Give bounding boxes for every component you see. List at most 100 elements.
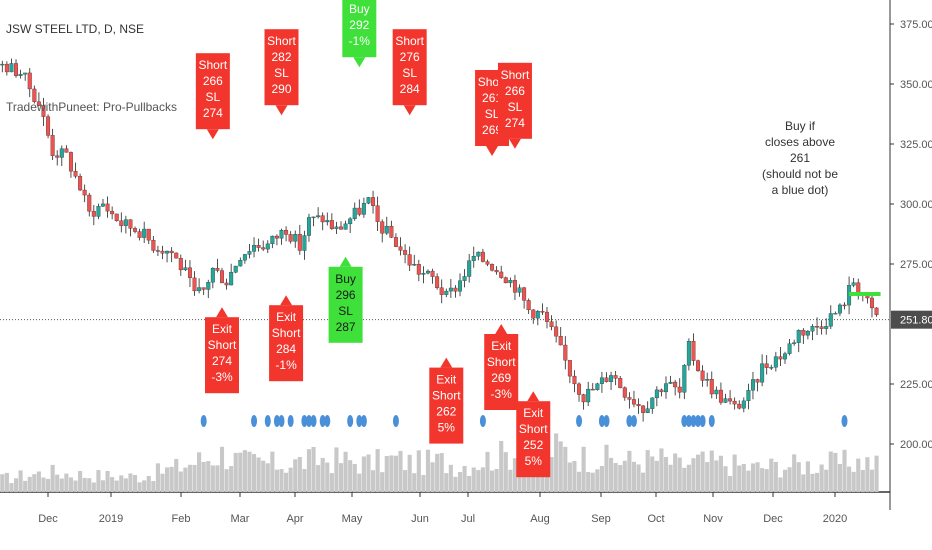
candle-body xyxy=(302,235,307,251)
candle-body xyxy=(256,245,261,248)
candle-body xyxy=(801,330,806,336)
candle-body xyxy=(453,287,458,292)
volume-bar xyxy=(563,446,568,492)
label-text: SL xyxy=(485,107,500,121)
candle-body xyxy=(297,234,302,251)
volume-bar xyxy=(261,460,266,492)
volume-bar xyxy=(165,467,170,492)
label-text: 276 xyxy=(400,50,420,64)
candle-body xyxy=(458,280,463,292)
label-box xyxy=(195,53,230,130)
volume-bar xyxy=(393,455,398,492)
candle-body xyxy=(398,246,403,251)
volume-bar xyxy=(91,482,96,492)
volume-bar xyxy=(494,469,499,492)
label-text: -1% xyxy=(349,34,371,48)
volume-bar xyxy=(549,456,554,492)
volume-bar xyxy=(728,476,733,492)
volume-bar xyxy=(32,474,37,492)
candle-body xyxy=(393,237,398,247)
volume-bar xyxy=(833,452,838,492)
candle-body xyxy=(270,235,275,245)
candle-body xyxy=(613,375,618,379)
x-tick-label: Dec xyxy=(38,513,58,525)
label-text: 292 xyxy=(349,18,369,32)
label-arrow xyxy=(339,256,352,267)
label-text: 274 xyxy=(212,354,232,368)
candle-body xyxy=(718,389,723,403)
volume-bar xyxy=(718,455,723,492)
candle-body xyxy=(311,216,316,219)
volume-bar xyxy=(284,472,289,492)
signal-label: Exit Short 274 -3% xyxy=(205,307,239,394)
volume-bar xyxy=(471,467,476,492)
signal-label: Short 282 SL 290 xyxy=(264,29,299,116)
volume-bar xyxy=(425,449,431,492)
candle-body xyxy=(590,388,595,391)
candle-body xyxy=(499,271,504,278)
signal-dot xyxy=(685,415,692,427)
signal-label: Short 266 SL 274 xyxy=(497,62,532,149)
volume-bar xyxy=(801,474,806,492)
candle-body xyxy=(494,270,499,273)
note-line: 261 xyxy=(789,151,811,165)
candle-body xyxy=(306,217,311,236)
volume-bar xyxy=(201,461,206,492)
volume-bar xyxy=(197,452,202,492)
volume-bar xyxy=(320,457,325,492)
volume-bar xyxy=(787,467,792,492)
candle-body xyxy=(101,203,105,207)
candle-body xyxy=(0,63,5,66)
signal-label: Exit Short 252 5% xyxy=(516,391,551,478)
note-line: a blue dot) xyxy=(771,183,829,197)
volume-bar xyxy=(187,464,193,492)
volume-bar xyxy=(412,473,417,492)
candle-body xyxy=(316,215,321,218)
y-tick-label: 225.00 xyxy=(900,379,932,391)
candle-body xyxy=(352,207,357,219)
candle-body xyxy=(4,63,9,73)
label-text: SL xyxy=(508,100,523,114)
label-arrow xyxy=(403,105,416,116)
volume-bar xyxy=(352,463,357,492)
candle-body xyxy=(577,383,582,395)
x-axis: Dec 2019 Feb Mar Apr May Jun Jul Aug Sep Oct Nov Dec… xyxy=(38,492,847,525)
label-text: 274 xyxy=(505,116,525,130)
volume-bar xyxy=(146,475,151,492)
candle-body xyxy=(334,226,339,229)
signal-dot xyxy=(356,415,363,427)
volume-bar xyxy=(0,474,5,492)
signal-label: Exit Short 269 -3% xyxy=(484,324,519,410)
candle-body xyxy=(197,287,202,292)
label-text: Short xyxy=(487,355,516,369)
volume-bar xyxy=(659,448,664,492)
volume-bar xyxy=(874,455,879,492)
candle-body xyxy=(384,225,389,234)
volume-bar xyxy=(9,483,14,492)
candle-body xyxy=(631,399,636,405)
label-text: Buy xyxy=(335,272,356,286)
candle-body xyxy=(677,386,682,393)
candle-body xyxy=(110,210,115,215)
volume-bar xyxy=(297,456,302,492)
volume-bar xyxy=(705,462,710,492)
volume-bar xyxy=(18,470,23,492)
candle-body xyxy=(673,381,678,388)
volume-bar xyxy=(132,475,138,492)
candle-body xyxy=(691,341,696,361)
candle-body xyxy=(425,270,430,274)
label-text: 5% xyxy=(438,421,456,435)
volume-bar xyxy=(645,450,650,492)
candle-body xyxy=(357,207,362,215)
x-tick-label: 2019 xyxy=(99,513,123,525)
candle-body xyxy=(517,287,522,293)
volume-bar xyxy=(627,450,632,492)
candle-body xyxy=(435,276,440,288)
volume-bar xyxy=(828,451,833,492)
label-box xyxy=(269,305,304,382)
volume-bar xyxy=(55,474,60,492)
signal-dot xyxy=(479,415,486,427)
chart-title: JSW STEEL LTD, D, NSE xyxy=(6,22,145,36)
signal-dot xyxy=(681,415,688,427)
candle-body xyxy=(403,250,408,255)
